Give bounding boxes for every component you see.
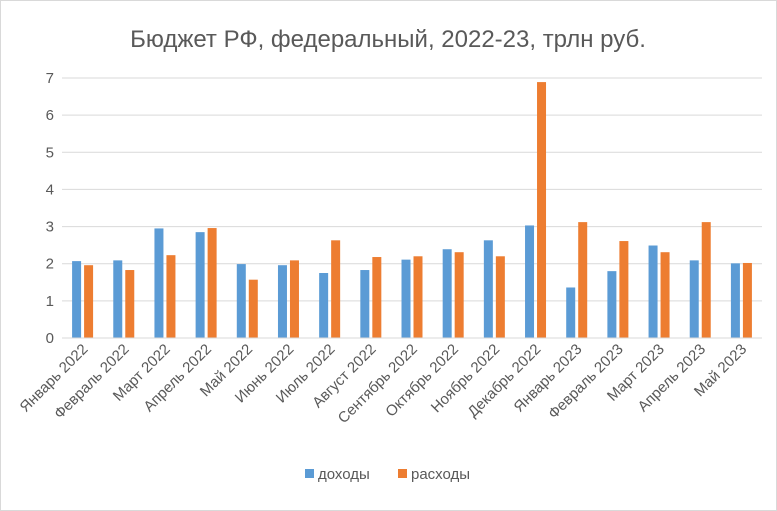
bar-income [483, 240, 493, 338]
bar-income [154, 228, 164, 338]
bar-expense [660, 252, 670, 338]
bar-expense [619, 241, 629, 338]
bar-expense [413, 256, 423, 338]
y-tick-label: 5 [46, 144, 54, 161]
legend-swatch [398, 469, 407, 478]
chart-title: Бюджет РФ, федеральный, 2022-23, трлн ру… [130, 26, 646, 53]
bar-income [442, 249, 452, 338]
bar-income [277, 265, 287, 338]
y-tick-label: 6 [46, 107, 54, 124]
bar-income [236, 264, 246, 338]
y-tick-label: 3 [46, 219, 54, 236]
bar-expense [125, 270, 135, 338]
y-axis-ticks: 0 1 2 3 4 5 6 7 [46, 70, 54, 347]
bar-income [648, 245, 658, 338]
gridlines [62, 77, 762, 302]
bar-expense [207, 228, 217, 338]
bar-expense [331, 240, 341, 338]
bar-income [113, 260, 123, 338]
y-tick-label: 2 [46, 256, 54, 273]
bar-expense [372, 257, 382, 338]
bar-expense [701, 222, 711, 338]
bar-income [195, 232, 205, 338]
bar-income [689, 260, 699, 338]
bar-expense [248, 279, 258, 338]
bar-income [360, 270, 370, 338]
bar-expense [742, 262, 752, 338]
bar-expense [537, 82, 547, 338]
legend-label: расходы [411, 466, 470, 483]
bar-expense [495, 256, 505, 338]
bar-expense [289, 260, 299, 338]
y-tick-label: 0 [46, 330, 54, 347]
y-tick-label: 1 [46, 293, 54, 310]
legend: доходы расходы [305, 466, 470, 483]
bar-income [607, 271, 617, 338]
bar-expense [454, 252, 464, 338]
bar-income [730, 263, 740, 338]
legend-swatch [305, 469, 314, 478]
legend-label: доходы [318, 466, 370, 483]
y-tick-label: 4 [46, 181, 54, 198]
bar-income [401, 259, 411, 338]
bar-income [566, 287, 576, 338]
y-tick-label: 7 [46, 70, 54, 87]
bar-income [525, 225, 535, 338]
bar-expense [166, 255, 176, 338]
bars [72, 82, 752, 338]
bar-expense [578, 222, 588, 338]
bar-expense [84, 265, 94, 338]
bar-income [319, 273, 329, 338]
bar-income [72, 261, 82, 338]
